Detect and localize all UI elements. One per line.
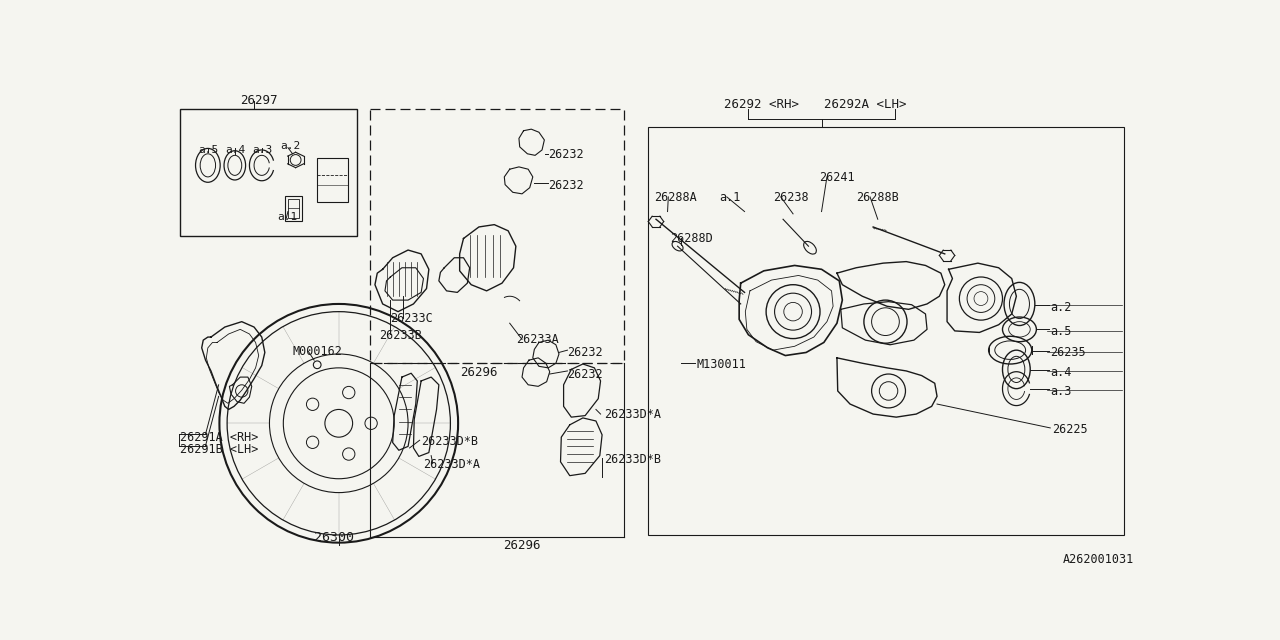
Text: a.2: a.2: [1050, 301, 1071, 314]
Text: 26238: 26238: [773, 191, 809, 204]
Bar: [180, 109, 357, 236]
Text: a.1: a.1: [719, 191, 741, 204]
Bar: [285, 196, 302, 221]
Bar: [648, 127, 1124, 535]
Text: 26233D*A: 26233D*A: [604, 408, 662, 421]
Text: 26288D: 26288D: [669, 232, 713, 245]
Text: a.3: a.3: [1050, 385, 1071, 398]
Bar: [317, 157, 348, 202]
Text: a.5: a.5: [1050, 324, 1071, 338]
Text: M130011: M130011: [696, 358, 746, 371]
Text: 26288B: 26288B: [856, 191, 899, 204]
Text: 26297: 26297: [241, 93, 278, 107]
Text: 26291B <LH>: 26291B <LH>: [180, 442, 259, 456]
Text: 26233D*B: 26233D*B: [421, 435, 479, 448]
Text: 26292 <RH>: 26292 <RH>: [723, 99, 799, 111]
Text: M000162: M000162: [293, 345, 343, 358]
Text: A262001031: A262001031: [1062, 553, 1134, 566]
Text: 26232: 26232: [548, 179, 584, 192]
Text: 26288A: 26288A: [654, 191, 698, 204]
Text: 26233B: 26233B: [379, 330, 421, 342]
Text: 26232: 26232: [567, 346, 603, 359]
Text: a.5: a.5: [198, 145, 219, 154]
Text: a.4: a.4: [1050, 366, 1071, 380]
Text: a.2: a.2: [280, 141, 301, 152]
Text: 26296: 26296: [503, 539, 541, 552]
Text: 26232: 26232: [548, 148, 584, 161]
Text: 26233C: 26233C: [390, 312, 433, 324]
Text: 26235: 26235: [1050, 346, 1085, 359]
Text: a.4: a.4: [225, 145, 244, 154]
Text: 26233D*A: 26233D*A: [424, 458, 480, 471]
Text: 26232: 26232: [567, 368, 603, 381]
Text: 26241: 26241: [819, 171, 855, 184]
Bar: [370, 109, 623, 364]
Text: 26233D*B: 26233D*B: [604, 452, 662, 465]
Text: 26296: 26296: [460, 365, 497, 378]
Text: a.1: a.1: [278, 212, 297, 221]
Text: 26291A <RH>: 26291A <RH>: [180, 431, 259, 444]
Text: 26233A: 26233A: [516, 333, 558, 346]
Bar: [288, 199, 298, 218]
Text: 26300: 26300: [314, 531, 355, 544]
Text: a.3: a.3: [252, 145, 273, 154]
Text: 26225: 26225: [1052, 423, 1088, 436]
Text: 26292A <LH>: 26292A <LH>: [824, 99, 906, 111]
